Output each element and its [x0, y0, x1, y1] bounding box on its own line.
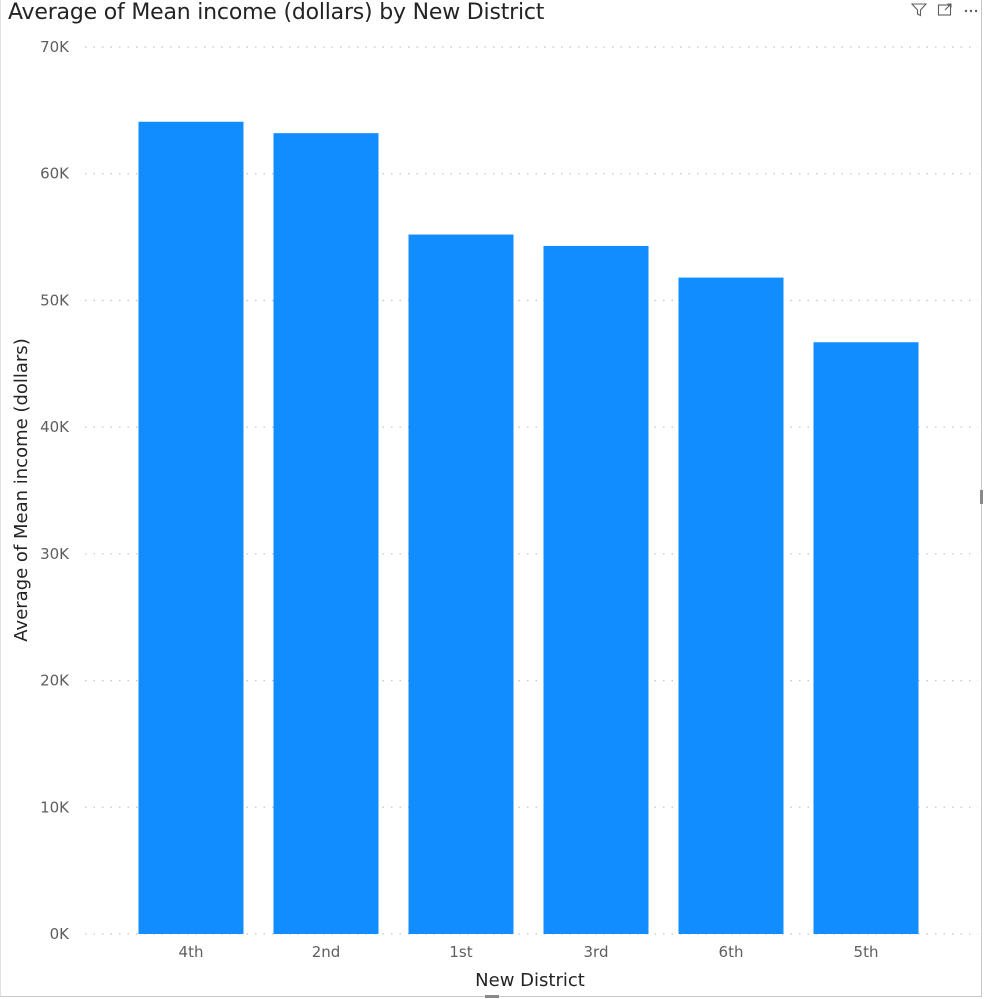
y-axis-title: Average of Mean income (dollars) [11, 338, 32, 641]
x-tick-label: 2nd [312, 943, 341, 961]
y-tick-label: 0K [50, 925, 71, 943]
bar-2nd[interactable] [273, 133, 379, 934]
bars [138, 121, 919, 935]
x-axis-title: New District [475, 970, 585, 991]
y-tick-label: 60K [40, 165, 70, 183]
bar-1st[interactable] [408, 234, 514, 935]
bar-3rd[interactable] [543, 245, 649, 935]
y-tick-label: 70K [40, 38, 70, 56]
bar-5th[interactable] [813, 342, 919, 935]
visual-header-icons [910, 2, 980, 18]
chart-title: Average of Mean income (dollars) by New … [8, 0, 545, 25]
y-tick-label: 30K [40, 545, 70, 563]
x-tick-label: 1st [449, 943, 472, 961]
y-axis-ticks: 0K 10K 20K 30K 40K 50K 60K 70K [40, 38, 70, 943]
x-tick-label: 4th [179, 943, 204, 961]
filter-icon[interactable] [910, 2, 928, 18]
y-tick-label: 50K [40, 291, 70, 309]
x-tick-label: 5th [854, 943, 879, 961]
y-tick-label: 20K [40, 672, 70, 690]
resize-handle-right[interactable] [980, 490, 983, 504]
bar-4th[interactable] [138, 121, 244, 935]
focus-mode-icon[interactable] [936, 2, 954, 18]
bar-6th[interactable] [678, 277, 784, 934]
x-tick-label: 3rd [584, 943, 609, 961]
more-options-icon[interactable] [962, 2, 980, 18]
y-tick-label: 40K [40, 418, 70, 436]
resize-handle-bottom[interactable] [485, 995, 499, 998]
x-tick-label: 6th [719, 943, 744, 961]
x-axis-ticks: 4th 2nd 1st 3rd 6th 5th [179, 943, 879, 961]
y-tick-label: 10K [40, 798, 70, 816]
